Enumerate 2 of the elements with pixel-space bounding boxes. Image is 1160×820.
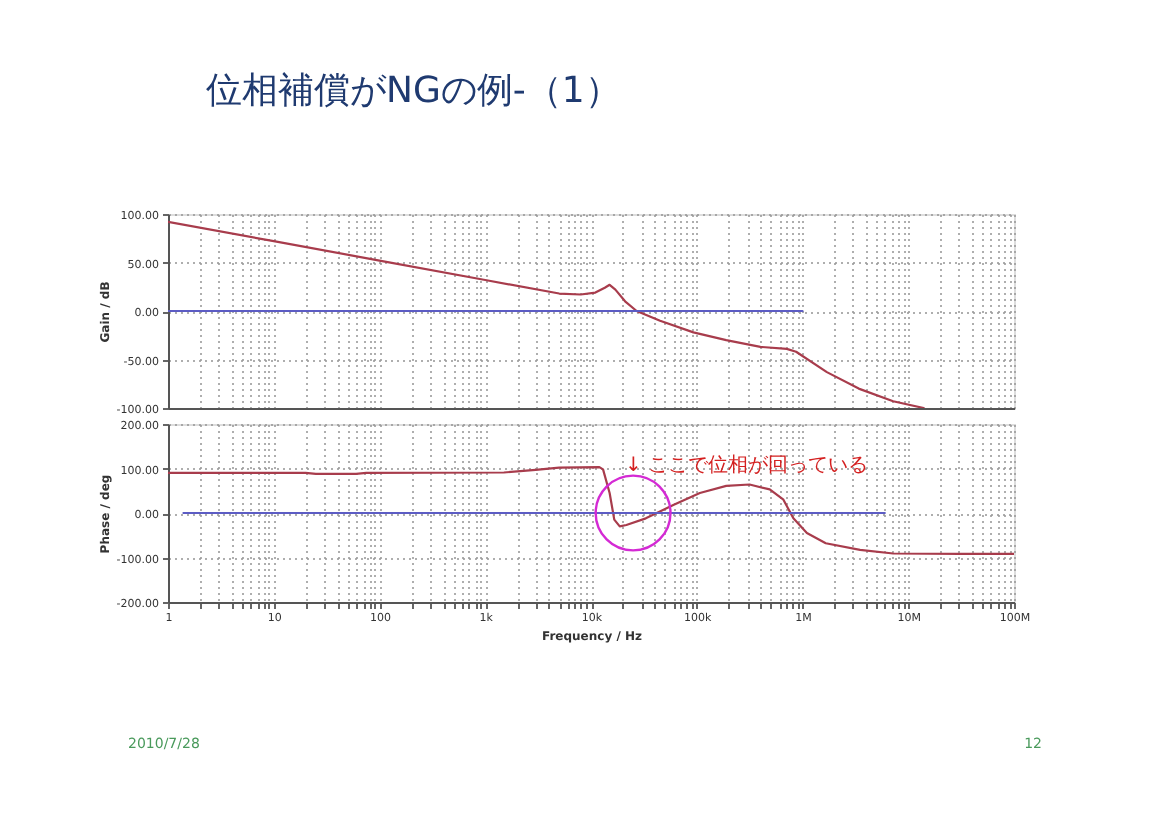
chart-title: 位相補償がNGの例-（1）	[206, 70, 621, 112]
annotation: ↓ ここで位相が回っている	[625, 453, 869, 477]
